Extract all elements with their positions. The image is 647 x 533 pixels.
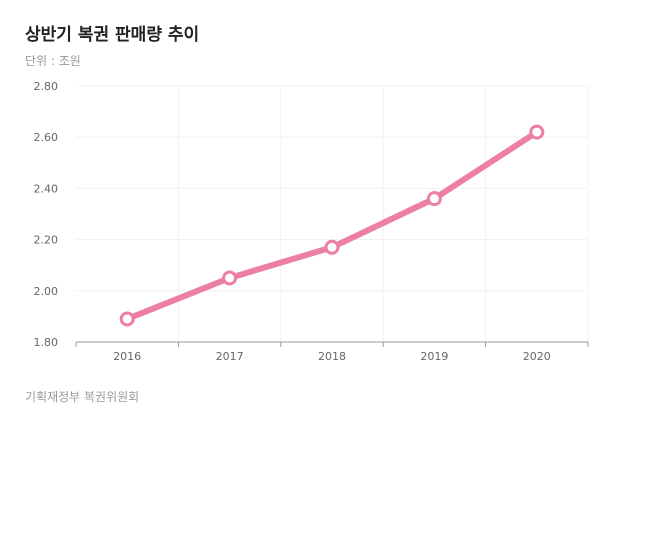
data-point bbox=[119, 311, 135, 327]
x-tick-label: 2017 bbox=[216, 350, 244, 363]
y-tick-label: 2.40 bbox=[34, 182, 59, 195]
axes bbox=[75, 341, 589, 347]
y-tick-label: 2.00 bbox=[34, 285, 59, 298]
data-point bbox=[222, 270, 238, 286]
y-tick-label: 2.80 bbox=[34, 80, 59, 93]
chart-title: 상반기 복권 판매량 추이 bbox=[25, 25, 200, 45]
data-point bbox=[426, 191, 442, 207]
grid-lines bbox=[76, 85, 589, 342]
unit-label: 단위 : 조원 bbox=[25, 54, 81, 68]
data-points bbox=[119, 124, 545, 327]
x-tick-label: 2016 bbox=[113, 350, 141, 363]
y-tick-label: 2.20 bbox=[34, 234, 59, 247]
x-tick-label: 2019 bbox=[420, 350, 448, 363]
line-chart: 1.80 2.00 2.20 2.40 2.60 2.80 2016 2017 2018 2019… bbox=[34, 80, 589, 363]
x-tick-label: 2020 bbox=[523, 350, 551, 363]
y-tick-label: 1.80 bbox=[34, 336, 59, 349]
x-tick-label: 2018 bbox=[318, 350, 346, 363]
tick-labels: 1.80 2.00 2.20 2.40 2.60 2.80 2016 2017 2018 2019… bbox=[34, 80, 551, 363]
y-tick-label: 2.60 bbox=[34, 131, 59, 144]
source-note: 기획재정부 복권위원회 bbox=[25, 390, 140, 404]
data-point bbox=[324, 239, 340, 255]
data-point bbox=[529, 124, 545, 140]
